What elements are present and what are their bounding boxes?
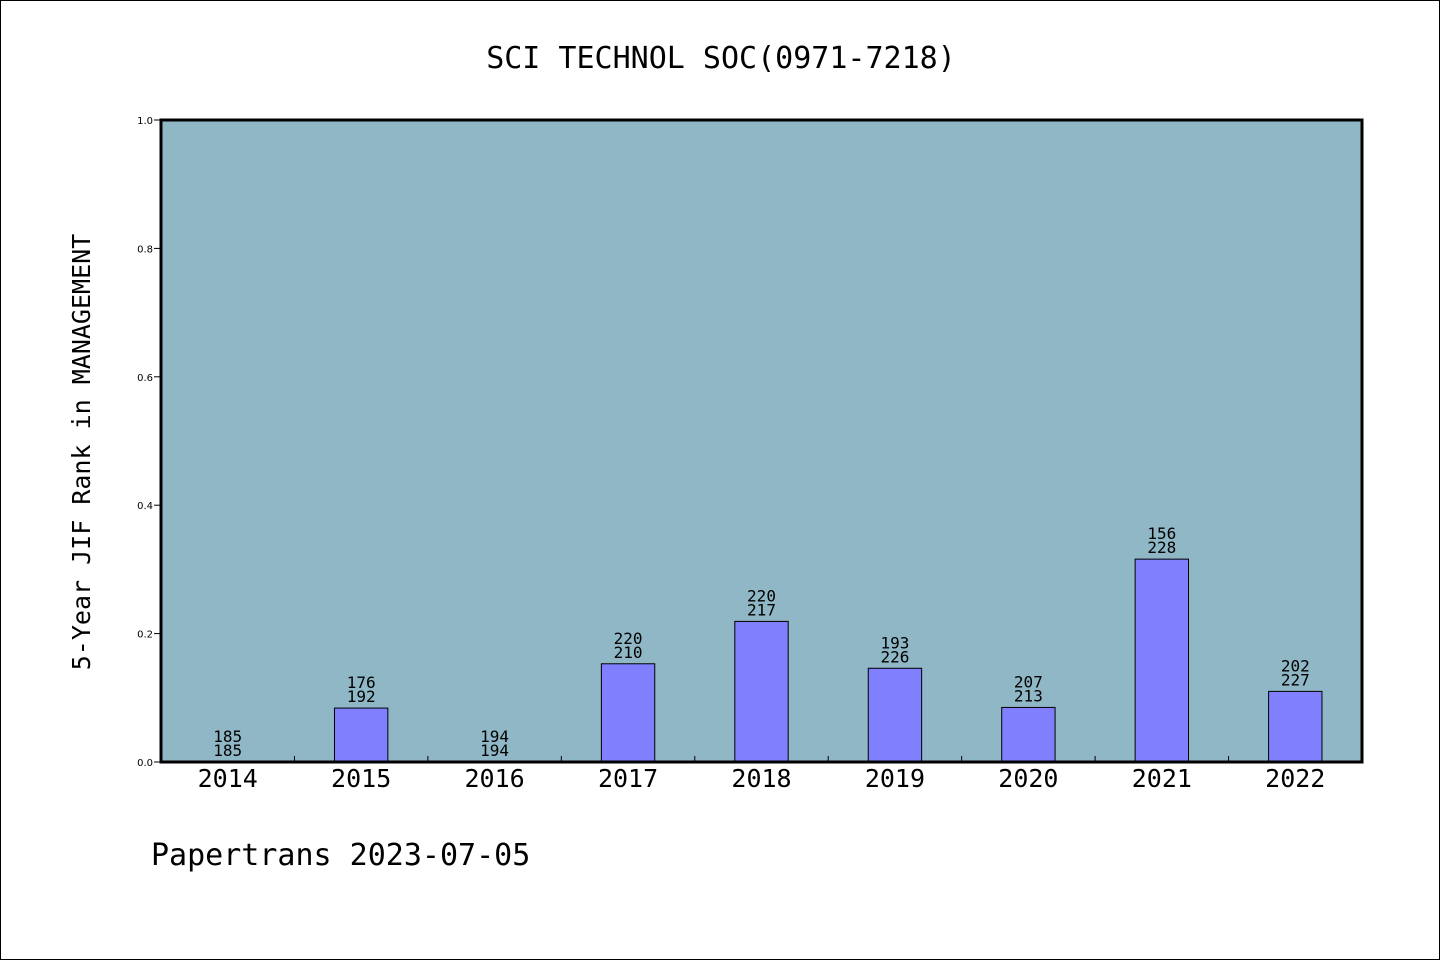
bar-2022 [1268,690,1323,763]
bar-label-top: 156 [1147,524,1176,543]
bar-2018 [734,620,789,763]
bar-label-bottom: 227 [1281,670,1310,689]
y-tick-label: 0.4 [137,501,153,512]
bar-label-top: 193 [880,633,909,652]
x-tick-label: 2014 [198,764,258,793]
bar-label-bottom: 228 [1147,538,1176,557]
x-tick-label: 2016 [465,764,525,793]
bar-label-top: 207 [1014,672,1043,691]
bar-label-top: 194 [480,727,509,746]
bar-2019 [867,667,923,763]
x-tick-label: 2020 [998,764,1058,793]
bar-label-bottom: 210 [614,643,643,662]
bar-label-top: 176 [347,673,376,692]
bar-2021 [1134,558,1190,763]
y-axis: 0.0 0.2 0.4 0.6 0.8 1.0 [137,116,161,769]
y-tick-label: 0.6 [137,373,153,384]
y-tick-label: 1.0 [137,116,153,127]
x-tick-label: 2015 [331,764,391,793]
bar-2015 [333,707,389,763]
x-axis: 2014 2015 2016 2017 2018 2019 2020 2021 2022 [198,756,1325,793]
footer-text: Papertrans 2023-07-05 [151,838,530,873]
bar-label-top: 220 [747,586,776,605]
y-tick-label: 0.0 [137,758,153,769]
bar-2017 [600,663,656,763]
bar-label-bottom: 217 [747,600,776,619]
bar-label-bottom: 192 [347,687,376,706]
plot-border [159,118,1364,764]
bar-label-bottom: 194 [480,741,509,760]
y-tick-label: 0.8 [137,244,153,255]
bar-label-top: 185 [213,727,242,746]
bar-label-top: 220 [614,629,643,648]
x-tick-label: 2022 [1265,764,1325,793]
x-tick-label: 2018 [731,764,791,793]
x-tick-label: 2017 [598,764,658,793]
bar-2020 [1001,706,1056,763]
x-tick-label: 2019 [865,764,925,793]
bar-label-top: 202 [1281,656,1310,675]
bar-label-bottom: 213 [1014,686,1043,705]
chart-title: SCI TECHNOL SOC(0971-7218) [486,41,956,76]
y-axis-label: 5-Year JIF Rank in MANAGEMENT [67,234,96,671]
x-tick-label: 2021 [1132,764,1192,793]
bar-label-bottom: 226 [880,647,909,666]
bar-label-bottom: 185 [213,741,242,760]
y-tick-label: 0.2 [137,630,153,641]
bar-labels: 1851851761921941942202102202171932262072… [213,524,1309,760]
